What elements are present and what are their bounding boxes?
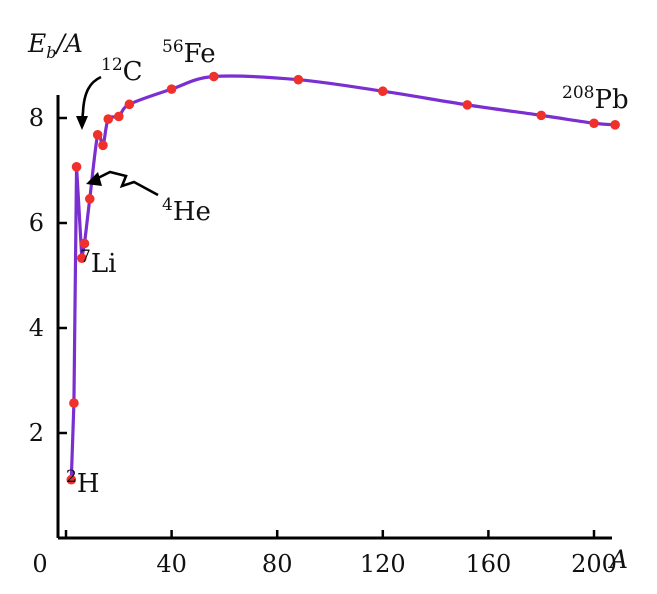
annotation-h2: 2H [66, 467, 100, 499]
annotation-li7: 7Li [80, 247, 116, 279]
y-tick-label-8: 8 [29, 104, 44, 132]
x-tick-label-160: 160 [465, 550, 511, 578]
series-line-0 [69, 74, 616, 480]
annotation-arrows [76, 75, 159, 197]
x-tick-label-40: 40 [156, 550, 187, 578]
data-point-13 [293, 74, 304, 85]
axes [56, 95, 612, 540]
data-point-9 [114, 111, 124, 122]
data-point-12 [209, 71, 219, 82]
data-point-15 [462, 100, 473, 110]
y-axis-title: Eb/A [27, 29, 83, 62]
he4-arrow-head [86, 172, 102, 186]
x-tick-label-80: 80 [262, 550, 293, 578]
data-point-18 [610, 120, 620, 130]
y-tick-label-4: 4 [29, 314, 44, 342]
ticks: 0 40 80 120 160 200 2 4 6 8 [29, 104, 617, 578]
data-point-0 [66, 474, 77, 485]
data-point-4 [79, 238, 90, 249]
data-point-6 [92, 130, 103, 140]
x-tick-label-200: 200 [571, 550, 617, 578]
annotation-fe56: 56Fe [162, 37, 216, 69]
annotation-c12: 12C [101, 55, 143, 87]
c12-arrow-head [76, 116, 88, 130]
y-tick-label-2: 2 [29, 419, 44, 447]
data-point-1 [69, 398, 79, 408]
data-point-14 [378, 86, 388, 97]
data-point-16 [536, 110, 546, 121]
c12-arrow [80, 75, 102, 123]
x-axis-title: A [608, 545, 628, 574]
data-point-3 [77, 253, 87, 263]
data-point-7 [98, 140, 108, 151]
data-point-8 [103, 114, 114, 124]
series-binding-energy [66, 71, 620, 485]
data-point-11 [166, 84, 177, 94]
data-point-17 [589, 118, 599, 129]
annotation-pb208: 208Pb [562, 83, 629, 115]
y-tick-label-6: 6 [29, 209, 44, 237]
data-point-2 [71, 162, 82, 172]
annotation-he4: 4He [162, 195, 211, 227]
he4-arrow [93, 170, 159, 197]
x-tick-label-120: 120 [360, 550, 406, 578]
x-tick-label-0: 0 [32, 550, 47, 578]
data-point-10 [124, 99, 135, 110]
data-point-5 [84, 194, 95, 204]
